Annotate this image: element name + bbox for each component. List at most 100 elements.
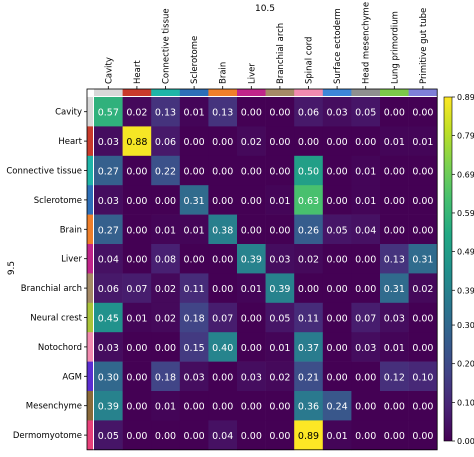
row-label: Mesenchyme xyxy=(26,402,82,412)
cell-value-label: 0.39 xyxy=(98,402,119,413)
heatmap-cell xyxy=(122,302,152,333)
heatmap-cell xyxy=(179,155,209,186)
heatmap-cell xyxy=(322,420,352,451)
heatmap-cell xyxy=(408,302,438,333)
cell-value-label: 0.11 xyxy=(298,314,319,325)
heatmap-cell xyxy=(151,420,181,451)
heatmap-cell xyxy=(294,126,324,157)
cell-value-label: 0.01 xyxy=(184,225,205,236)
cell-value-label: 0.00 xyxy=(241,402,262,413)
heatmap-cell xyxy=(322,185,352,215)
cell-value-label: 0.00 xyxy=(126,225,147,236)
heatmap-cell xyxy=(151,244,181,274)
row-label: Liver xyxy=(61,255,82,265)
cell-value-label: 0.00 xyxy=(126,372,147,383)
cell-value-label: 0.03 xyxy=(384,314,405,325)
heatmap-cell xyxy=(351,332,381,362)
cell-value-label: 0.00 xyxy=(126,343,147,354)
row-group-band xyxy=(87,273,93,304)
cell-value-label: 0.00 xyxy=(384,431,405,442)
heatmap-cell xyxy=(151,332,181,362)
heatmap-cell xyxy=(94,185,123,215)
row-label: Brain xyxy=(60,225,82,235)
cell-value-label: 0.30 xyxy=(98,372,119,383)
heatmap-cell xyxy=(294,155,324,186)
heatmap-cell xyxy=(208,185,238,215)
cell-value-label: 0.02 xyxy=(155,284,176,295)
heatmap-cell xyxy=(380,244,409,274)
cell-value-label: 0.00 xyxy=(241,225,262,236)
row-group-band xyxy=(87,126,93,157)
cell-value-label: 0.11 xyxy=(184,284,205,295)
cell-value-label: 0.02 xyxy=(269,372,290,383)
cell-value-label: 0.01 xyxy=(155,402,176,413)
cell-value-label: 0.07 xyxy=(355,314,376,325)
heatmap-cell xyxy=(265,244,295,274)
cell-value-label: 0.50 xyxy=(298,167,319,178)
column-label: Head mesenchyme xyxy=(362,2,372,84)
cell-value-label: 0.04 xyxy=(355,225,376,236)
heatmap-cell xyxy=(179,420,209,451)
column-label: Surface ectoderm xyxy=(333,8,343,84)
column-label: Liver xyxy=(247,63,257,84)
cell-value-label: 0.00 xyxy=(269,402,290,413)
heatmap-cell xyxy=(408,361,438,392)
heatmap-cell xyxy=(265,332,295,362)
heatmap-cell xyxy=(265,361,295,392)
heatmap-cell xyxy=(237,155,266,186)
heatmap-cell xyxy=(294,391,324,421)
heatmap-cell xyxy=(408,185,438,215)
heatmap-cell xyxy=(408,214,438,245)
heatmap-cell xyxy=(208,420,238,451)
row-group-band xyxy=(87,155,93,186)
row-group-band xyxy=(87,244,93,274)
colorbar-tick-label: 0.20 xyxy=(457,360,474,369)
cell-value-label: 0.00 xyxy=(212,372,233,383)
heatmap-cell xyxy=(265,185,295,215)
heatmap-cell xyxy=(294,332,324,362)
heatmap-cell xyxy=(179,97,209,127)
heatmap-cell xyxy=(122,97,152,127)
heatmap-cell xyxy=(351,97,381,127)
cell-value-label: 0.00 xyxy=(212,402,233,413)
heatmap-cell xyxy=(151,155,181,186)
column-label: Branchial arch xyxy=(276,23,286,84)
cell-value-label: 0.01 xyxy=(327,431,348,442)
cell-value-label: 0.00 xyxy=(327,137,348,148)
cell-value-label: 0.00 xyxy=(412,431,433,442)
cell-value-label: 0.00 xyxy=(355,137,376,148)
heatmap-cell xyxy=(208,155,238,186)
heatmap-cell xyxy=(265,97,295,127)
heatmap-labels: 0.57 0.02 0.13 0.01 0.13 0.00 0.00 0.06 0.03 0.05… xyxy=(6,2,433,442)
heatmap-cell xyxy=(122,361,152,392)
cell-value-label: 0.57 xyxy=(98,108,119,119)
cell-value-label: 0.00 xyxy=(355,402,376,413)
heatmap-cell xyxy=(380,97,409,127)
cell-value-label: 0.13 xyxy=(384,255,405,266)
cell-value-label: 0.00 xyxy=(241,108,262,119)
cell-value-label: 0.00 xyxy=(355,372,376,383)
colorbar-tick-label: 0.30 xyxy=(457,321,474,330)
cell-value-label: 0.00 xyxy=(184,137,205,148)
row-group-band xyxy=(87,391,93,421)
cell-value-label: 0.45 xyxy=(98,314,119,325)
cell-value-label: 0.04 xyxy=(212,431,233,442)
cell-value-label: 0.31 xyxy=(384,284,405,295)
cell-value-label: 0.18 xyxy=(155,372,176,383)
row-label: AGM xyxy=(62,372,82,382)
cell-value-label: 0.00 xyxy=(241,343,262,354)
colorbar-tick-label: 0.89 xyxy=(457,93,474,102)
heatmap-cell xyxy=(208,302,238,333)
heatmap-cell xyxy=(208,97,238,127)
heatmap-cell xyxy=(351,273,381,304)
heatmap-cell xyxy=(380,302,409,333)
row-group-band xyxy=(87,302,93,333)
column-label: Spinal cord xyxy=(305,37,315,84)
cell-value-label: 0.03 xyxy=(241,372,262,383)
cell-value-label: 0.00 xyxy=(412,314,433,325)
heatmap-cell xyxy=(151,97,181,127)
heatmap-cell xyxy=(351,361,381,392)
cell-value-label: 0.07 xyxy=(126,284,147,295)
heatmap-cell xyxy=(351,126,381,157)
cell-value-label: 0.24 xyxy=(327,402,348,413)
